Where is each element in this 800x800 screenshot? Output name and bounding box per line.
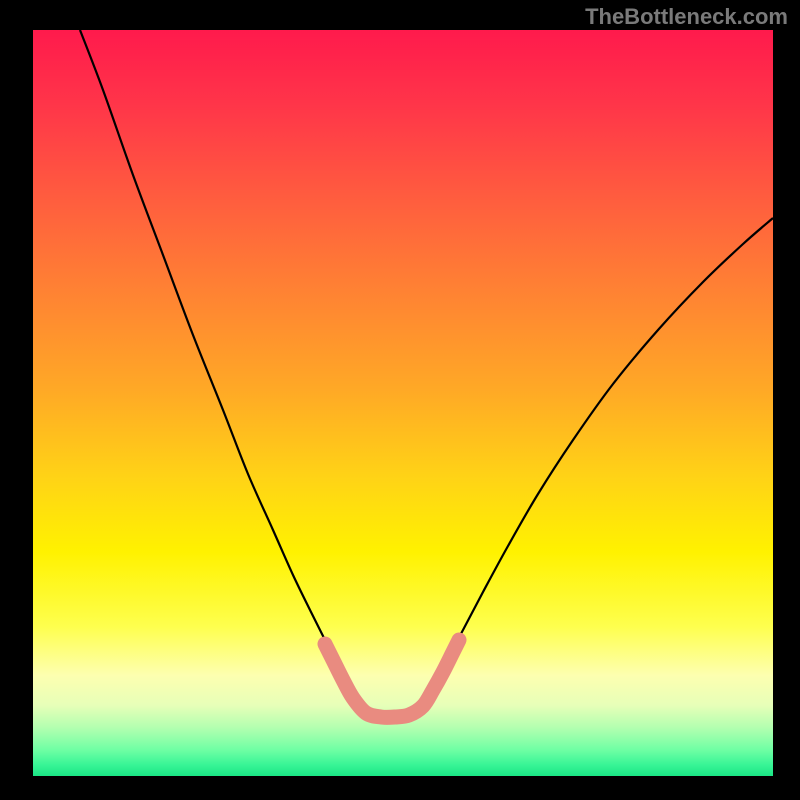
- plot-svg: [33, 30, 773, 776]
- plot-area: [33, 30, 773, 776]
- chart-container: TheBottleneck.com: [0, 0, 800, 800]
- watermark-text: TheBottleneck.com: [585, 4, 788, 30]
